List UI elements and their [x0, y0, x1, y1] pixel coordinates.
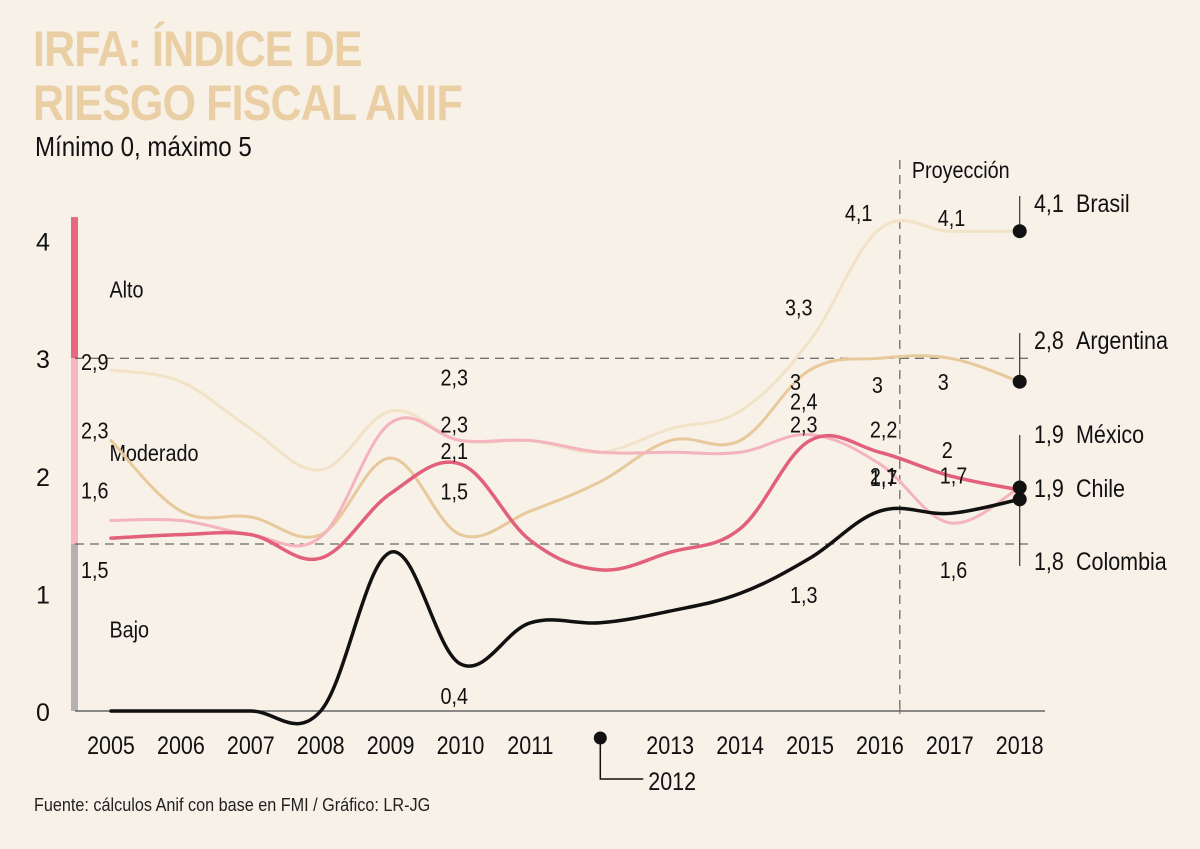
- source-note: Fuente: cálculos Anif con base en FMI / …: [34, 795, 431, 815]
- series-line-colombia: [109, 497, 1022, 726]
- end-value-mexico: 1,9: [1034, 420, 1064, 448]
- data-label-argentina: 2,3: [81, 418, 108, 444]
- end-value-brasil: 4,1: [1034, 189, 1064, 217]
- x-tick-label: 2012: [648, 767, 696, 795]
- legend-label-argentina: Argentina: [1076, 326, 1168, 354]
- end-dot-argentina: [1012, 374, 1027, 389]
- data-label-chile: 2,1: [440, 439, 467, 465]
- data-label-colombia: 1,7: [870, 466, 897, 492]
- series-line-argentina: [109, 354, 1022, 539]
- end-dot-chile: [1012, 480, 1027, 495]
- data-label-chile: 2,3: [790, 412, 817, 438]
- data-label-argentina: 3: [790, 370, 801, 396]
- chart-title-line-2: RIESGO FISCAL ANIF: [33, 75, 463, 131]
- data-label-brasil: 2,9: [81, 350, 108, 376]
- data-labels: 2,92,33,34,1 4,12,31,53 3 31,62,32,42,11,61…: [81, 200, 967, 709]
- x-tick-label: 2007: [227, 731, 275, 759]
- data-label-mexico: 2,3: [440, 412, 467, 438]
- data-label-mexico: 2,4: [790, 389, 818, 415]
- x-tick-label: 2008: [297, 731, 345, 759]
- data-label-mexico: 1,6: [81, 478, 108, 504]
- data-label-mexico: 2,1: [870, 464, 897, 490]
- series-lines: [109, 219, 1022, 726]
- end-dot-brasil: [1012, 224, 1027, 239]
- y-tick-label: 0: [36, 699, 50, 727]
- band-label-alto: Alto: [109, 277, 143, 303]
- legend-label-chile: Chile: [1076, 474, 1125, 502]
- x-tick-label: 2017: [926, 731, 974, 759]
- legend-label-colombia: Colombia: [1076, 547, 1167, 575]
- x-tick-label: 2014: [716, 731, 764, 759]
- end-labels: 4,1 Brasil 2,8 Argentina 1,9 México 1,9 Chile 1,…: [1012, 189, 1168, 575]
- data-label-brasil: 2,3: [440, 365, 467, 391]
- end-dot-colombia: [1012, 492, 1027, 507]
- chart-title: IRFA: ÍNDICE DE RIESGO FISCAL ANIF: [33, 21, 463, 131]
- chart-subtitle: Mínimo 0, máximo 5: [35, 131, 252, 162]
- data-label-mexico: 1,6: [940, 557, 967, 583]
- projection-label: Proyección: [912, 158, 1010, 184]
- x-tick-label: 2009: [367, 731, 415, 759]
- legend-label-brasil: Brasil: [1076, 189, 1130, 217]
- data-label-chile: 1,5: [81, 558, 109, 584]
- data-label-brasil: 4,1: [845, 200, 872, 226]
- y-tick-label: 2: [36, 464, 50, 492]
- x-tick-label: 2005: [87, 731, 135, 759]
- data-label-colombia: 1,3: [790, 583, 817, 609]
- end-value-colombia: 1,8: [1034, 547, 1064, 575]
- band-label-bajo: Bajo: [109, 617, 149, 643]
- x-tick-label: 2015: [786, 731, 834, 759]
- x-callout-line-2012: [599, 738, 644, 780]
- data-label-argentina: 3: [938, 370, 949, 396]
- x-tick-label: 2016: [856, 731, 904, 759]
- series-line-chile: [109, 434, 1022, 572]
- x-tick-label: 2010: [437, 731, 485, 759]
- data-label-chile: 2: [942, 437, 953, 463]
- data-label-brasil: 4,1: [938, 206, 965, 232]
- threshold-lines: Proyección: [75, 158, 1028, 711]
- series-line-brasil: [109, 219, 1022, 472]
- band-alto: [71, 217, 78, 359]
- chart-title-line-1: IRFA: ÍNDICE DE: [33, 21, 363, 77]
- x-tick-label: 2011: [507, 731, 553, 759]
- y-tick-label: 3: [36, 346, 50, 374]
- end-value-chile: 1,9: [1034, 474, 1064, 502]
- data-label-colombia: 0,4: [440, 684, 468, 710]
- x-tick-label: 2006: [157, 731, 205, 759]
- x-tick-label: 2018: [996, 731, 1044, 759]
- data-label-argentina: 1,5: [440, 479, 468, 505]
- band-bajo: [71, 544, 78, 711]
- x-tick-label: 2013: [646, 731, 694, 759]
- data-label-brasil: 3,3: [785, 295, 812, 321]
- data-label-argentina: 3: [872, 373, 883, 399]
- band-moderado: [71, 358, 78, 545]
- legend-label-mexico: México: [1076, 420, 1144, 448]
- end-value-argentina: 2,8: [1034, 326, 1064, 354]
- data-label-colombia: 1,7: [940, 463, 967, 489]
- data-label-chile: 2,2: [870, 417, 897, 443]
- y-tick-label: 1: [36, 581, 50, 609]
- y-tick-label: 4: [36, 229, 50, 257]
